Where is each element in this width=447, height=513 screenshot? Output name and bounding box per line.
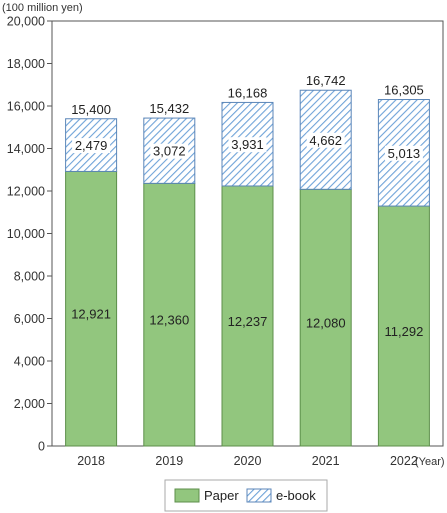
ebook-value-label: 5,013 [388,146,421,161]
legend-label-ebook: e-book [276,488,316,503]
bar-paper [143,182,196,447]
x-tick-label: 2018 [77,454,105,468]
total-value-label: 16,168 [228,85,268,100]
y-tick-label: 20,000 [7,15,45,29]
legend-swatch-paper [174,488,200,503]
paper-value-label: 12,237 [228,314,268,329]
total-value-label: 16,742 [306,73,346,88]
x-tick-label: 2019 [155,454,183,468]
total-value-label: 16,305 [384,83,424,98]
bar-paper [299,188,352,447]
bar-paper [221,185,274,447]
ebook-label-backdrop [306,132,345,148]
ebook-label-backdrop [228,137,267,153]
y-tick-label: 16,000 [7,100,45,114]
y-tick-label: 8,000 [14,270,45,284]
legend-swatch-ebook [246,488,272,503]
legend-label-paper: Paper [204,488,239,503]
y-unit-label: (100 million yen) [2,2,83,14]
total-value-label: 15,432 [149,101,189,116]
paper-value-label: 11,292 [385,324,424,339]
paper-value-label: 12,080 [306,316,346,331]
x-tick-label: 2021 [312,454,340,468]
y-tick-label: 14,000 [7,142,45,156]
ebook-value-label: 4,662 [309,133,342,148]
y-tick-label: 2,000 [14,397,45,411]
ebook-value-label: 2,479 [75,138,108,153]
y-tick-label: 4,000 [14,355,45,369]
paper-value-label: 12,360 [149,313,189,328]
x-tick-label: 2020 [234,454,262,468]
x-unit-label: (Year) [415,456,445,468]
ebook-value-label: 3,931 [231,137,264,152]
y-tick-label: 6,000 [14,312,45,326]
ebook-label-backdrop [384,145,423,161]
y-tick-label: 12,000 [7,185,45,199]
bar-paper [377,205,430,447]
x-tick-label: 2022 [390,454,418,468]
y-tick-label: 0 [38,440,45,454]
ebook-label-backdrop [150,143,189,159]
y-tick-label: 18,000 [7,57,45,71]
total-value-label: 15,400 [71,102,111,117]
bar-paper [65,170,118,447]
legend: Paper e-book [164,479,328,512]
ebook-value-label: 3,072 [153,144,186,159]
paper-value-label: 12,921 [71,307,111,322]
y-tick-label: 10,000 [7,227,45,241]
ebook-label-backdrop [72,138,111,154]
